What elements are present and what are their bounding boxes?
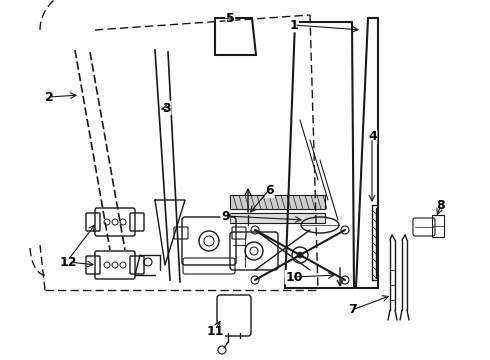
Text: 10: 10 <box>285 271 303 284</box>
FancyBboxPatch shape <box>230 195 325 209</box>
FancyBboxPatch shape <box>230 213 325 223</box>
Circle shape <box>297 252 303 258</box>
Text: 4: 4 <box>368 130 377 143</box>
Text: 7: 7 <box>348 303 357 316</box>
Text: 5: 5 <box>226 12 235 24</box>
Text: 12: 12 <box>60 256 77 269</box>
Text: 6: 6 <box>265 184 274 197</box>
Text: 1: 1 <box>290 19 298 32</box>
Text: 11: 11 <box>207 325 224 338</box>
Text: 3: 3 <box>162 102 171 114</box>
Text: 8: 8 <box>437 199 445 212</box>
Text: 2: 2 <box>45 91 53 104</box>
Text: 9: 9 <box>221 210 230 222</box>
